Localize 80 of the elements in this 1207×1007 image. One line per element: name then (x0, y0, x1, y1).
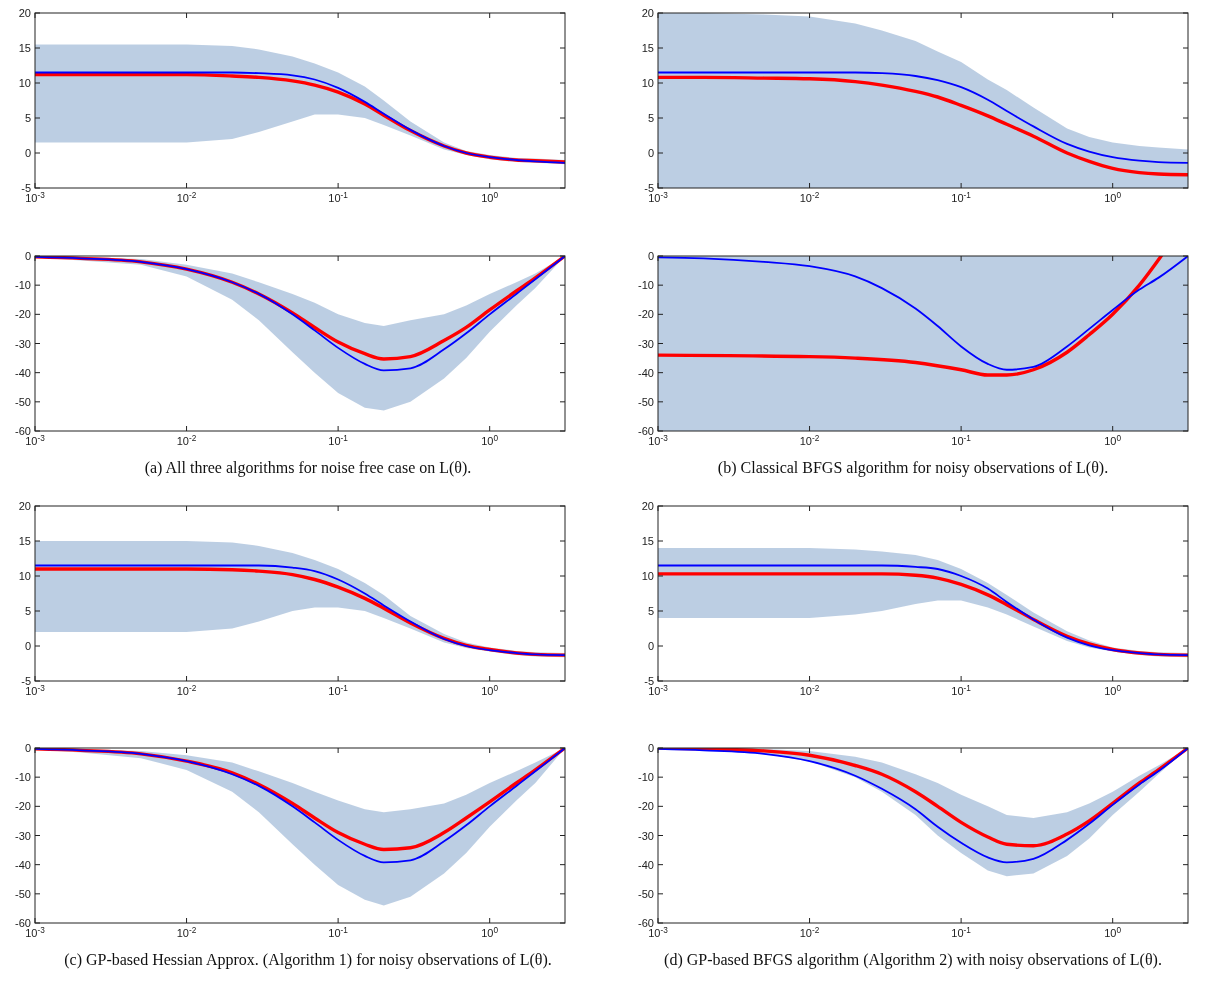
text: (d) GP-based BFGS algorithm (Algorithm 2) with noisy observations of L(θ). (664, 951, 1162, 969)
x-tick-label: 10$^{0}$ (1104, 925, 1122, 939)
y-tick-label: -5 (21, 675, 31, 687)
text: (b) Classical BFGS algorithm for noisy observations of L(θ). (717, 459, 1109, 477)
x-tick-label: 10$^{-1}$ (951, 683, 972, 697)
y-tick-label: 10 (18, 77, 31, 89)
y-tick-label: -20 (15, 308, 31, 321)
x-tick-label: 10$^{-1}$ (328, 925, 349, 939)
y-tick-label: -30 (638, 337, 654, 350)
y-tick-label: -5 (21, 182, 31, 194)
x-tick-label: 10$^{-1}$ (328, 683, 349, 697)
y-tick-label: 0 (24, 742, 31, 754)
y-tick-label: -5 (644, 675, 654, 687)
x-tick-label: 10$^{-1}$ (951, 925, 972, 939)
y-tick-label: -5 (644, 182, 654, 194)
y-tick-label: 20 (641, 7, 654, 19)
y-tick-label: 10 (641, 77, 654, 89)
x-tick-label: 10$^{0}$ (1104, 190, 1122, 204)
y-tick-label: 0 (647, 640, 654, 652)
y-tick-label: -30 (15, 829, 31, 842)
y-tick-label: -40 (15, 858, 31, 871)
y-tick-label: 15 (641, 42, 654, 54)
y-tick-label: -10 (638, 279, 654, 292)
y-tick-label: 15 (18, 42, 31, 54)
y-tick-label: -10 (15, 279, 31, 292)
x-tick-label: 10$^{-2}$ (176, 925, 197, 939)
y-tick-label: 0 (647, 250, 654, 262)
y-tick-label: 0 (24, 250, 31, 262)
y-tick-label: 15 (641, 535, 654, 547)
y-tick-label: 15 (18, 535, 31, 547)
x-tick-label: 10$^{-2}$ (176, 190, 197, 204)
x-tick-label: 10$^{-1}$ (328, 433, 349, 447)
y-tick-label: -30 (15, 337, 31, 350)
x-tick-label: 10$^{0}$ (481, 433, 499, 447)
y-tick-label: -60 (638, 425, 654, 437)
x-tick-label: 10$^{-2}$ (176, 683, 197, 697)
x-tick-label: 10$^{-1}$ (951, 190, 972, 204)
x-tick-label: 10$^{-2}$ (799, 683, 820, 697)
x-tick-label: 10$^{-2}$ (176, 433, 197, 447)
y-tick-label: 5 (647, 605, 654, 617)
y-tick-label: 10 (18, 570, 31, 582)
y-tick-label: 0 (647, 147, 654, 159)
text: (a) All three algorithms for noise free case on L(θ). (144, 459, 472, 477)
y-tick-label: -20 (15, 800, 31, 813)
y-tick-label: -60 (15, 425, 31, 437)
y-tick-label: -50 (15, 887, 31, 900)
x-tick-label: 10$^{0}$ (481, 190, 499, 204)
y-tick-label: -60 (15, 917, 31, 929)
y-tick-label: 5 (24, 605, 31, 617)
y-tick-label: -40 (15, 366, 31, 379)
x-tick-label: 10$^{-1}$ (951, 433, 972, 447)
y-tick-label: 0 (24, 147, 31, 159)
y-tick-label: 5 (24, 112, 31, 124)
y-tick-label: -40 (638, 366, 654, 379)
y-tick-label: -40 (638, 858, 654, 871)
y-tick-label: -50 (638, 395, 654, 408)
y-tick-label: -10 (15, 771, 31, 784)
y-tick-label: 0 (647, 742, 654, 754)
y-tick-label: -20 (638, 800, 654, 813)
y-tick-label: -30 (638, 829, 654, 842)
x-tick-label: 10$^{-1}$ (328, 190, 349, 204)
x-tick-label: 10$^{-2}$ (799, 925, 820, 939)
x-tick-label: 10$^{-2}$ (799, 433, 820, 447)
x-tick-label: 10$^{0}$ (1104, 433, 1122, 447)
x-tick-label: 10$^{0}$ (481, 925, 499, 939)
y-tick-label: 0 (24, 640, 31, 652)
y-tick-label: -60 (638, 917, 654, 929)
x-tick-label: 10$^{0}$ (481, 683, 499, 697)
y-tick-label: 5 (647, 112, 654, 124)
text: (c) GP-based Hessian Approx. (Algorithm 1) for noisy observations of L(θ). (64, 951, 552, 969)
y-tick-label: -50 (638, 887, 654, 900)
y-tick-label: 20 (18, 7, 31, 19)
y-tick-label: -10 (638, 771, 654, 784)
x-tick-label: 10$^{-2}$ (799, 190, 820, 204)
y-tick-label: -20 (638, 308, 654, 321)
x-tick-label: 10$^{0}$ (1104, 683, 1122, 697)
y-tick-label: 10 (641, 570, 654, 582)
y-tick-label: 20 (641, 500, 654, 512)
y-tick-label: -50 (15, 395, 31, 408)
y-tick-label: 20 (18, 500, 31, 512)
